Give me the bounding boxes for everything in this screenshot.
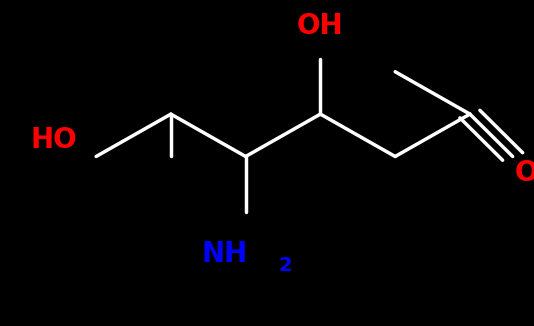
- Text: 2: 2: [279, 256, 293, 275]
- Text: NH: NH: [201, 240, 247, 268]
- Text: OH: OH: [297, 12, 344, 40]
- Text: O: O: [514, 159, 534, 187]
- Text: HO: HO: [30, 126, 77, 154]
